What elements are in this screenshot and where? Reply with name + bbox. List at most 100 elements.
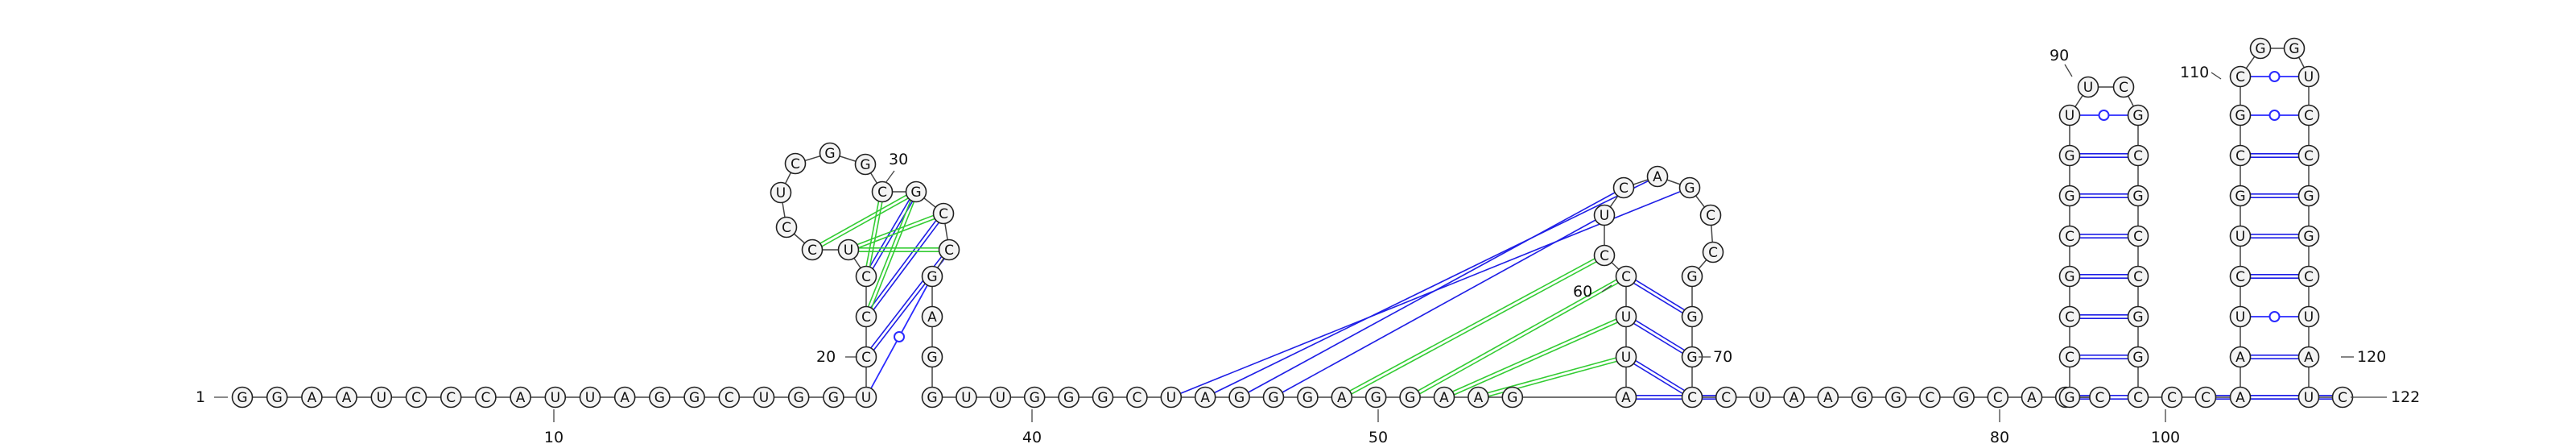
nucleotide-circle: [1817, 386, 1839, 409]
nucleotide-letter: G: [1030, 390, 1040, 406]
nucleotide-circle: [855, 305, 877, 328]
pseudoknot-pair: [1340, 253, 1604, 396]
nucleotide-12: A: [613, 386, 636, 409]
nucleotide-letter: G: [927, 350, 937, 366]
nucleotide-circle: [2112, 76, 2135, 98]
nucleotide-110: C: [2229, 65, 2252, 88]
nucleotide-circle: [753, 386, 775, 409]
nucleotide-65: C: [1702, 241, 1724, 263]
nucleotide-letter: U: [2065, 108, 2074, 124]
nucleotide-letter: C: [861, 309, 871, 326]
nucleotide-81: C: [2089, 386, 2111, 409]
nucleotide-30: C: [871, 180, 894, 203]
nucleotide-letter: U: [2304, 390, 2314, 406]
nucleotide-72: A: [1783, 386, 1805, 409]
nucleotide-letter: U: [1600, 208, 1609, 224]
nucleotide-letter: G: [2235, 108, 2245, 124]
nucleotide-63: G: [1678, 176, 1701, 199]
nucleotide-circle: [2297, 346, 2320, 368]
nucleotide-letter: G: [2255, 41, 2265, 57]
nucleotide-letter: G: [2303, 189, 2314, 205]
nucleotide-letter: U: [1755, 390, 1765, 406]
nucleotide-letter: C: [944, 243, 954, 259]
nucleotide-circle: [1953, 386, 1975, 409]
nucleotide-circle: [1364, 386, 1387, 409]
nucleotide-letter: G: [689, 390, 700, 406]
nucleotide-letter: U: [776, 185, 786, 201]
nucleotide-letter: A: [1621, 390, 1631, 406]
position-label-1: 1: [196, 388, 205, 406]
nucleotide-circle: [1501, 386, 1524, 409]
nucleotide-circle: [1228, 386, 1250, 409]
position-label-70: 70: [1713, 348, 1732, 366]
nucleotide-88: G: [2058, 144, 2081, 167]
nucleotide-103: A: [2229, 346, 2252, 368]
nucleotide-circle: [2297, 305, 2320, 328]
pseudoknot-pair: [1410, 277, 1628, 400]
nucleotide-61: C: [1612, 176, 1635, 199]
nucleotide-circle: [905, 180, 927, 203]
nucleotide-circle: [2297, 386, 2320, 409]
nucleotide-letter: C: [2235, 69, 2245, 85]
position-label-120: 120: [2357, 348, 2386, 366]
base-pair-canonical: [1626, 355, 1694, 396]
nucleotide-letter: U: [1621, 350, 1631, 366]
pseudoknot-pair: [1478, 358, 1627, 400]
nucleotide-letter: G: [1686, 269, 1697, 285]
nucleotide-letter: G: [2064, 189, 2074, 205]
nucleotide-99: C: [2127, 386, 2149, 409]
nucleotide-19: U: [855, 386, 877, 409]
nucleotide-letter: U: [585, 390, 595, 406]
nucleotide-letter: C: [2304, 108, 2314, 124]
nucleotide-1: G: [231, 386, 254, 409]
nucleotide-78: C: [1987, 386, 2009, 409]
nucleotide-circle: [2297, 265, 2320, 288]
position-label-122: 122: [2391, 388, 2420, 406]
nucleotide-circle: [921, 265, 943, 288]
pseudoknot-pair: [867, 192, 885, 277]
long-range-pair: [1239, 187, 1624, 398]
nucleotide-91: C: [2112, 76, 2135, 98]
nucleotide-52: A: [1433, 386, 1455, 409]
nucleotide-circle: [510, 386, 531, 409]
nucleotide-circle: [649, 386, 671, 409]
nucleotide-54: G: [1501, 386, 1524, 409]
nucleotide-circle: [1715, 386, 1737, 409]
nucleotide-letter: A: [308, 390, 317, 406]
nucleotide-letter: G: [1302, 390, 1313, 406]
nucleotide-letter: G: [272, 390, 283, 406]
nucleotide-100: C: [2161, 386, 2183, 409]
nucleotide-51: G: [1399, 386, 1421, 409]
nucleotide-circle: [718, 386, 741, 409]
nucleotide-letter: C: [2065, 350, 2074, 366]
nucleotide-circle: [1615, 305, 1637, 328]
nucleotide-34: G: [921, 265, 943, 288]
nucleotide-39: U: [989, 386, 1012, 409]
nucleotide-letter: A: [1823, 390, 1833, 406]
nucleotide-letter: G: [2303, 229, 2314, 245]
nucleotide-letter: G: [1856, 390, 1867, 406]
nucleotide-letter: G: [2064, 390, 2074, 406]
nucleotide-letter: U: [844, 243, 853, 259]
pseudoknot-pair: [811, 189, 916, 249]
nucleotide-58: C: [1615, 265, 1637, 288]
nucleotide-letter: C: [877, 185, 887, 201]
nucleotide-letter: G: [1686, 309, 1697, 326]
nucleotide-circle: [2249, 37, 2272, 60]
nucleotide-circle: [956, 386, 977, 409]
nucleotide-letter: U: [961, 390, 971, 406]
nucleotide-letter: C: [411, 390, 421, 406]
nucleotide-circle: [2229, 144, 2252, 167]
nucleotide-circle: [544, 386, 567, 409]
nucleotide-5: U: [370, 386, 393, 409]
nucleotide-circle: [1702, 241, 1724, 263]
nucleotide-letter: C: [1619, 180, 1629, 197]
nucleotide-letter: G: [1891, 390, 1901, 406]
nucleotide-letter: U: [2235, 309, 2245, 326]
nucleotide-letter: G: [824, 146, 835, 162]
nucleotide-letter: G: [654, 390, 665, 406]
nucleotide-letter: C: [861, 350, 871, 366]
wobble-pair-marker: [894, 331, 905, 342]
nucleotide-circle: [1092, 386, 1114, 409]
nucleotide-letter: C: [791, 156, 800, 172]
